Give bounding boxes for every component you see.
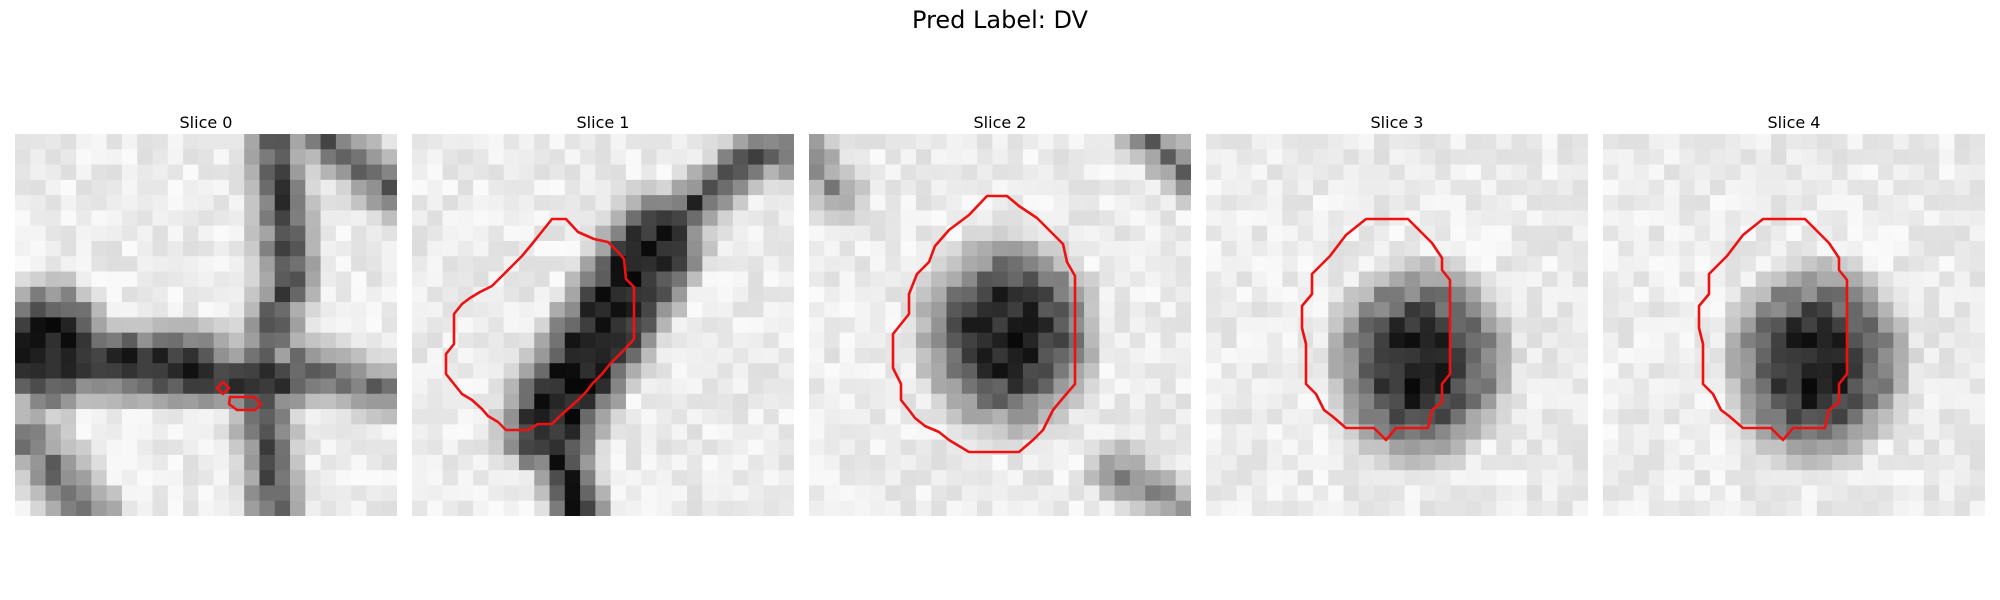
slice-title: Slice 4 xyxy=(1767,113,1821,132)
slice-panel-2: Slice 2 xyxy=(809,113,1191,516)
prediction-contour xyxy=(891,194,1077,454)
prediction-contour xyxy=(444,217,636,432)
prediction-contour xyxy=(1697,217,1849,442)
contour-fragment xyxy=(215,380,231,396)
slice-title: Slice 1 xyxy=(576,113,630,132)
slice-panel-3: Slice 3 xyxy=(1206,113,1588,516)
slice-panel-1: Slice 1 xyxy=(412,113,794,516)
figure-title: Pred Label: DV xyxy=(912,6,1088,34)
slice-image-3 xyxy=(1206,134,1588,516)
slice-panel-4: Slice 4 xyxy=(1603,113,1985,516)
slice-image-4 xyxy=(1603,134,1985,516)
slice-panel-0: Slice 0 xyxy=(15,113,397,516)
slice-title: Slice 0 xyxy=(179,113,233,132)
slice-image-1 xyxy=(412,134,794,516)
slice-title: Slice 3 xyxy=(1370,113,1424,132)
slice-image-2 xyxy=(809,134,1191,516)
slice-title: Slice 2 xyxy=(973,113,1027,132)
contour-fragment xyxy=(227,395,263,412)
prediction-contour xyxy=(1300,217,1452,442)
slice-image-0 xyxy=(15,134,397,516)
